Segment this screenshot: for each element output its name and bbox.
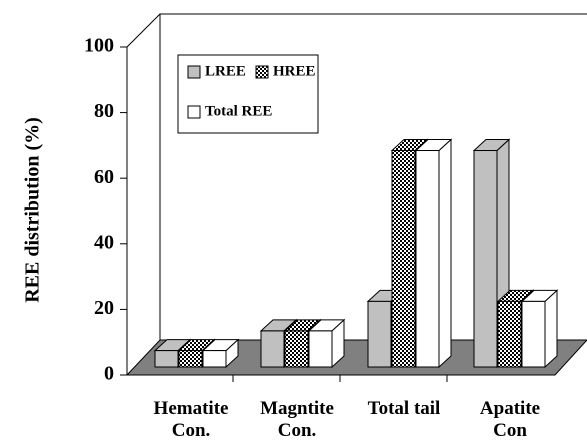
y-tick-label: 20 [94, 297, 114, 319]
bar [201, 338, 240, 369]
bar-front [260, 330, 285, 368]
bar-front [391, 150, 416, 368]
bar-front [284, 330, 309, 368]
bar-front [521, 300, 546, 368]
bar-front [154, 350, 179, 368]
legend [177, 54, 319, 134]
legend-label: LREE [205, 63, 246, 79]
bar [307, 318, 346, 369]
bar-front [415, 150, 440, 368]
bar-front [308, 330, 333, 368]
legend-swatch [187, 105, 201, 119]
x-tick-label: Total tail [367, 398, 441, 419]
legend-swatch [255, 65, 269, 79]
bar-front [473, 150, 498, 368]
bar-side [544, 289, 558, 369]
y-axis-label: REE distribution (%) [22, 117, 44, 303]
bar [520, 289, 559, 369]
y-tick-label: 80 [94, 100, 114, 122]
bar [153, 338, 192, 369]
x-tick-label: Magntite Con. [260, 398, 334, 441]
bar-front [367, 300, 392, 368]
bar-front [202, 350, 227, 368]
y-tick-label: 0 [104, 363, 114, 385]
x-tick-label: Apatite Con [479, 398, 541, 441]
y-tick-label: 40 [94, 231, 114, 253]
y-tick-label: 100 [84, 35, 114, 57]
bar [414, 138, 453, 369]
x-tick-label: Hematite Con. [153, 398, 229, 441]
wall-edge [126, 13, 161, 48]
legend-label: Total REE [205, 103, 272, 119]
y-tick-label: 60 [94, 166, 114, 188]
legend-swatch [187, 65, 201, 79]
bar-front [497, 300, 522, 368]
bar-front [178, 350, 203, 368]
legend-label: HREE [273, 63, 316, 79]
bar-side [438, 138, 452, 369]
